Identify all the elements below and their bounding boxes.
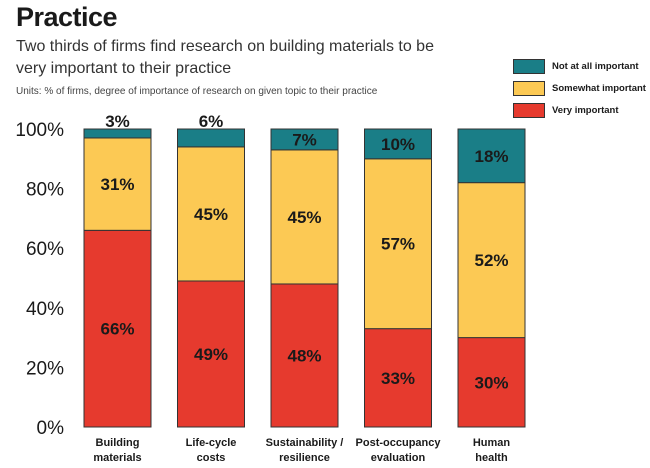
bar-building-materials-somewhat-important bbox=[83, 137, 152, 231]
x-category-label-line: Human bbox=[473, 437, 511, 449]
bar-human-health-somewhat-important bbox=[457, 182, 526, 339]
x-category-label-line: Post-occupancy bbox=[356, 437, 442, 449]
x-category-label-life-cycle-costs: Life-cycle costs bbox=[186, 437, 237, 464]
legend-label-somewhat-important: Somewhat important bbox=[552, 82, 646, 94]
legend-label-not-at-all-important: Not at all important bbox=[552, 60, 639, 72]
x-category-label-sustainability-resilience: Sustainability / resilience bbox=[266, 437, 344, 464]
data-label-post-occupancy-evaluation-somewhat-important: 57% bbox=[381, 235, 415, 254]
data-label-sustainability-resilience-very-important: 48% bbox=[287, 346, 321, 365]
legend-swatch-very-important bbox=[513, 102, 545, 118]
data-label-sustainability-resilience-not-at-all-important: 7% bbox=[292, 130, 317, 149]
y-tick-label-100: 100% bbox=[15, 120, 64, 141]
x-category-label-line: Life-cycle bbox=[186, 437, 237, 449]
data-label-life-cycle-costs-not-at-all-important: 6% bbox=[199, 112, 224, 131]
bar-sustainability-resilience-not-at-all-important bbox=[270, 128, 339, 151]
data-label-human-health-very-important: 30% bbox=[474, 373, 508, 392]
data-label-human-health-not-at-all-important: 18% bbox=[474, 147, 508, 166]
bar-life-cycle-costs-somewhat-important bbox=[177, 146, 245, 282]
x-category-label-line: resilience bbox=[279, 452, 330, 464]
legend-item-not-at-all-important: Not at all important bbox=[513, 58, 646, 74]
x-category-label-building-materials: Building materials bbox=[93, 437, 141, 464]
x-category-label-line: Sustainability / bbox=[266, 437, 344, 449]
bar-post-occupancy-evaluation-somewhat-important bbox=[364, 158, 432, 330]
x-category-label-line: costs bbox=[197, 452, 226, 464]
legend-swatch-not-at-all-important bbox=[513, 58, 545, 74]
bar-building-materials-not-at-all-important bbox=[83, 128, 152, 139]
y-tick-label-60: 60% bbox=[26, 239, 64, 260]
x-category-label-line: health bbox=[475, 452, 508, 464]
legend-label-very-important: Very important bbox=[552, 104, 619, 116]
data-label-building-materials-not-at-all-important: 3% bbox=[105, 112, 130, 131]
data-label-life-cycle-costs-very-important: 49% bbox=[194, 345, 228, 364]
y-tick-label-0: 0% bbox=[37, 418, 65, 439]
data-label-sustainability-resilience-somewhat-important: 45% bbox=[287, 208, 321, 227]
bar-sustainability-resilience-somewhat-important bbox=[270, 149, 339, 285]
bar-post-occupancy-evaluation-not-at-all-important bbox=[364, 128, 432, 160]
y-tick-label-80: 80% bbox=[26, 180, 64, 201]
data-label-building-materials-very-important: 66% bbox=[100, 320, 134, 339]
data-label-post-occupancy-evaluation-not-at-all-important: 10% bbox=[381, 135, 415, 154]
chart-title: Practice bbox=[16, 2, 118, 32]
chart-subtitle: Two thirds of firms find research on bui… bbox=[16, 38, 434, 77]
legend-item-very-important: Very important bbox=[513, 102, 646, 118]
data-label-post-occupancy-evaluation-very-important: 33% bbox=[381, 369, 415, 388]
x-category-label-line: evaluation bbox=[371, 452, 426, 464]
x-category-label-human-health: Human health bbox=[473, 437, 511, 464]
bar-post-occupancy-evaluation-very-important bbox=[364, 328, 432, 428]
y-tick-label-20: 20% bbox=[26, 358, 64, 379]
bar-sustainability-resilience-very-important bbox=[270, 283, 339, 428]
data-label-life-cycle-costs-somewhat-important: 45% bbox=[194, 205, 228, 224]
legend-item-somewhat-important: Somewhat important bbox=[513, 80, 646, 96]
chart-units-note: Units: % of firms, degree of importance … bbox=[16, 86, 378, 97]
x-category-label-line: Building bbox=[96, 437, 140, 449]
legend-swatch-somewhat-important bbox=[513, 80, 545, 96]
y-tick-label-40: 40% bbox=[26, 299, 64, 320]
x-category-label-line: materials bbox=[93, 452, 141, 464]
x-category-label-post-occupancy-evaluation: Post-occupancy evaluation bbox=[356, 437, 442, 464]
bar-life-cycle-costs-very-important bbox=[177, 280, 245, 428]
bar-life-cycle-costs-not-at-all-important bbox=[177, 128, 245, 148]
bar-building-materials-very-important bbox=[83, 229, 152, 428]
chart-legend: Not at all important Somewhat important … bbox=[513, 58, 646, 124]
bar-human-health-not-at-all-important bbox=[457, 128, 526, 184]
data-label-building-materials-somewhat-important: 31% bbox=[100, 175, 134, 194]
data-label-human-health-somewhat-important: 52% bbox=[474, 251, 508, 270]
